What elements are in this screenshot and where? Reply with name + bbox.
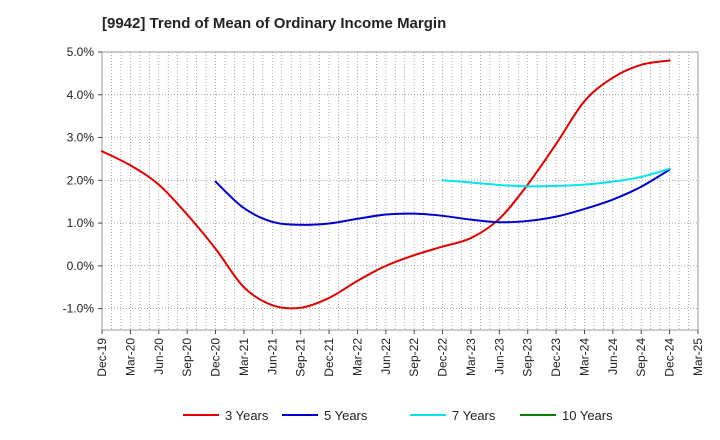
x-axis: Dec-19 Mar-20 Jun-20 Sep-20 Dec-20 Mar-21 Jun-… xyxy=(95,330,705,377)
x-tick-label: Mar-20 xyxy=(123,338,137,376)
y-tick-label: 5.0% xyxy=(67,45,95,59)
series-line-3-years xyxy=(101,59,671,310)
x-tick-label: Dec-19 xyxy=(95,338,109,377)
legend-label: 10 Years xyxy=(562,408,613,423)
legend-label: 3 Years xyxy=(225,408,269,423)
y-tick-label: 3.0% xyxy=(67,131,95,145)
series-lines xyxy=(101,59,671,310)
legend: 3 Years 5 Years 7 Years 10 Years xyxy=(183,408,613,423)
x-tick-label: Sep-21 xyxy=(294,338,308,377)
x-tick-label: Sep-22 xyxy=(407,338,421,377)
legend-label: 7 Years xyxy=(452,408,496,423)
y-axis: 5.0% 4.0% 3.0% 2.0% 1.0% 0.0% -1.0% xyxy=(63,45,102,316)
x-tick-label: Jun-23 xyxy=(492,338,506,375)
series-line-7-years xyxy=(441,167,671,188)
y-tick-label: -1.0% xyxy=(63,302,95,316)
plot-area xyxy=(101,51,699,331)
series-line-5-years xyxy=(214,168,671,226)
x-tick-label: Mar-25 xyxy=(691,338,705,376)
grid-lines xyxy=(102,51,698,330)
x-tick-label: Dec-21 xyxy=(322,338,336,377)
x-tick-label: Dec-23 xyxy=(549,338,563,377)
x-tick-label: Jun-24 xyxy=(606,338,620,375)
chart-title: [9942] Trend of Mean of Ordinary Income … xyxy=(102,15,447,32)
legend-label: 5 Years xyxy=(324,408,368,423)
y-tick-label: 1.0% xyxy=(67,216,95,230)
y-tick-label: 0.0% xyxy=(67,259,95,273)
x-tick-label: Mar-22 xyxy=(350,338,364,376)
x-tick-label: Mar-23 xyxy=(464,338,478,376)
x-tick-label: Sep-24 xyxy=(634,338,648,377)
y-tick-label: 4.0% xyxy=(67,88,95,102)
x-tick-label: Jun-20 xyxy=(152,338,166,375)
x-tick-label: Sep-23 xyxy=(521,338,535,377)
x-tick-label: Mar-24 xyxy=(577,338,591,376)
x-tick-label: Sep-20 xyxy=(180,338,194,377)
x-tick-label: Dec-24 xyxy=(663,338,677,377)
x-tick-label: Jun-22 xyxy=(379,338,393,375)
x-tick-label: Jun-21 xyxy=(265,338,279,375)
x-tick-label: Dec-20 xyxy=(209,338,223,377)
x-tick-label: Dec-22 xyxy=(436,338,450,377)
y-tick-label: 2.0% xyxy=(67,173,95,187)
x-tick-label: Mar-21 xyxy=(237,338,251,376)
